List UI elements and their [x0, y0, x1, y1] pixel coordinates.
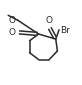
Text: O: O: [8, 28, 15, 37]
Text: Br: Br: [60, 26, 70, 35]
Text: O: O: [46, 16, 53, 25]
Text: O: O: [8, 16, 15, 25]
